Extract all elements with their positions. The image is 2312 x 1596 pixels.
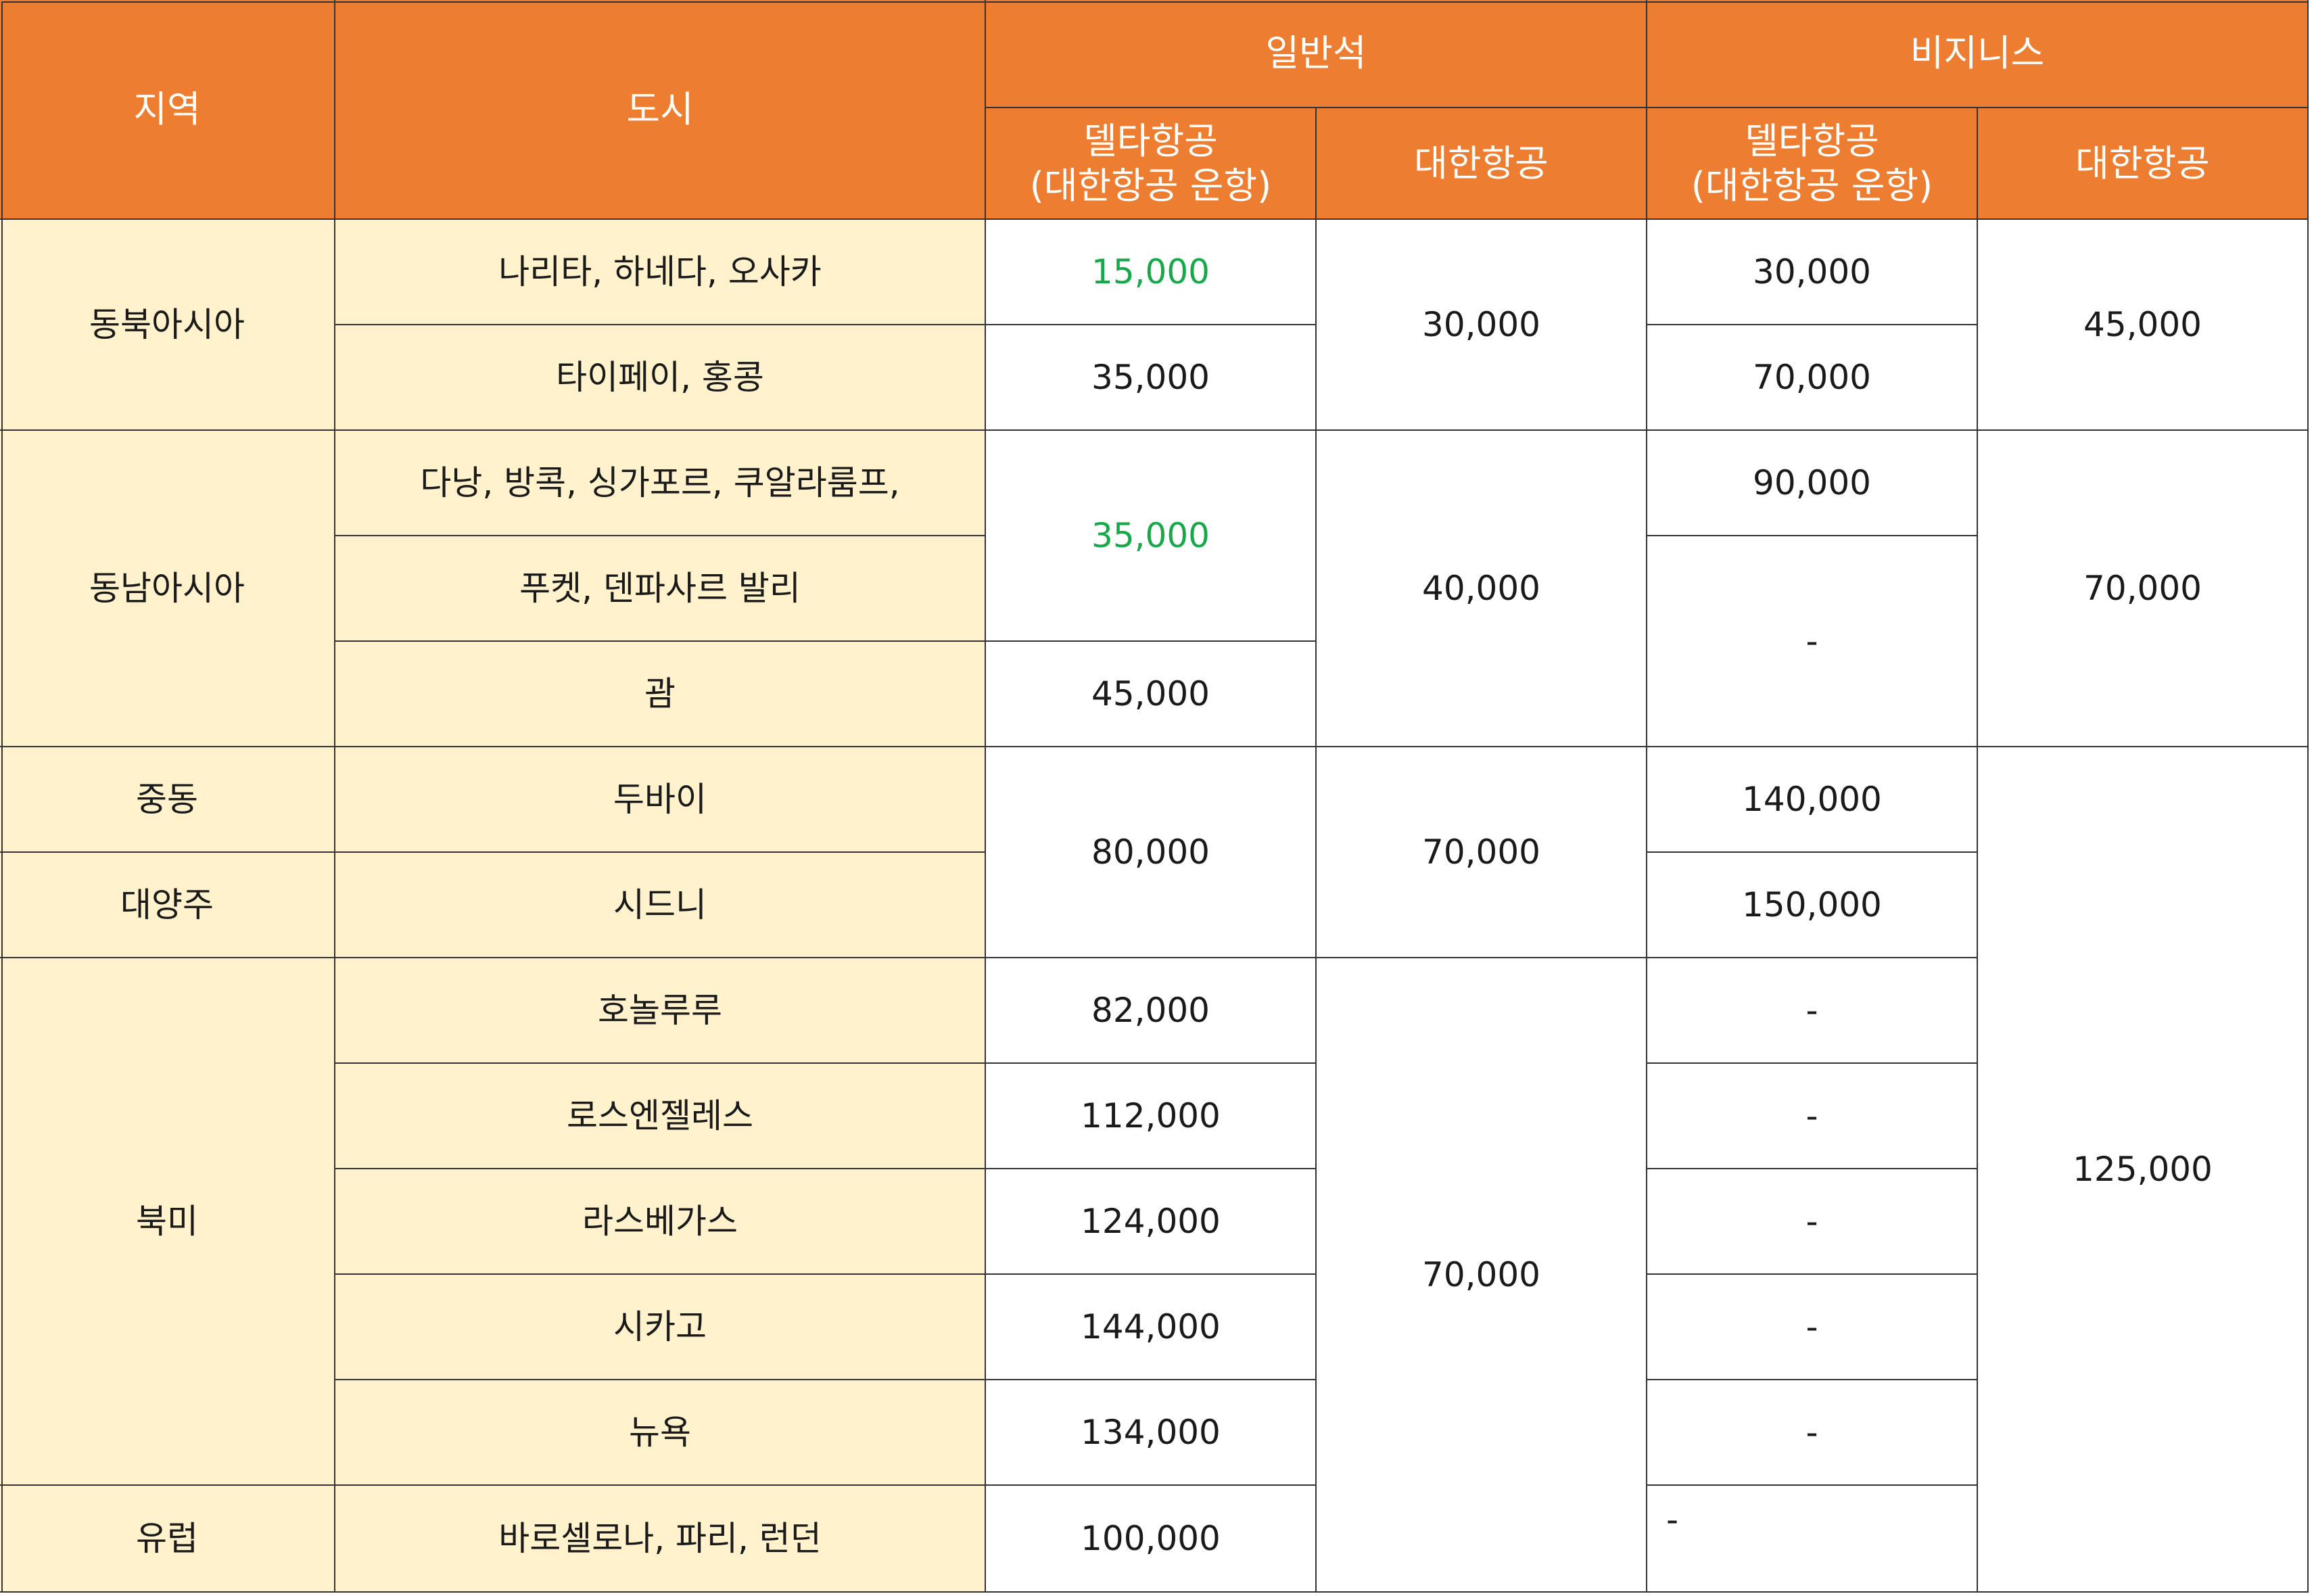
header-business-korean-air: 대한항공 xyxy=(1978,108,2309,220)
city-taipei-hongkong: 타이페이, 홍콩 xyxy=(335,325,986,431)
economy-delta-europe: 100,000 xyxy=(986,1486,1317,1593)
business-korean-southeast-asia: 70,000 xyxy=(1978,431,2309,747)
city-new-york: 뉴욕 xyxy=(335,1380,986,1486)
economy-delta-taipei: 35,000 xyxy=(986,325,1317,431)
business-delta-los-angeles: - xyxy=(1647,1064,1978,1169)
business-korean-long-haul: 125,000 xyxy=(1978,747,2309,1593)
business-delta-chicago: - xyxy=(1647,1275,1978,1380)
economy-delta-las-vegas: 124,000 xyxy=(986,1169,1317,1275)
economy-korean-dubai-sydney: 70,000 xyxy=(1317,747,1647,958)
header-economy-korean-air: 대한항공 xyxy=(1317,108,1647,220)
header-business: 비지니스 xyxy=(1647,0,2309,108)
region-northeast-asia: 동북아시아 xyxy=(0,220,335,431)
economy-delta-southeast-asia: 35,000 xyxy=(986,431,1317,642)
header-economy: 일반석 xyxy=(986,0,1647,108)
business-delta-sydney: 150,000 xyxy=(1647,853,1978,958)
business-delta-phuket-guam: - xyxy=(1647,536,1978,747)
business-delta-dubai: 140,000 xyxy=(1647,747,1978,853)
economy-delta-dubai-sydney: 80,000 xyxy=(986,747,1317,958)
city-sydney: 시드니 xyxy=(335,853,986,958)
city-danang-bangkok: 다낭, 방콕, 싱가포르, 쿠알라룸프, xyxy=(335,431,986,536)
region-north-america: 북미 xyxy=(0,958,335,1486)
economy-korean-southeast-asia: 40,000 xyxy=(1317,431,1647,747)
region-oceania: 대양주 xyxy=(0,853,335,958)
header-business-delta: 델타항공 (대한항공 운항) xyxy=(1647,108,1978,220)
economy-korean-america-europe: 70,000 xyxy=(1317,958,1647,1593)
economy-delta-chicago: 144,000 xyxy=(986,1275,1317,1380)
city-guam: 괌 xyxy=(335,642,986,747)
region-middle-east: 중동 xyxy=(0,747,335,853)
city-las-vegas: 라스베가스 xyxy=(335,1169,986,1275)
business-delta-honolulu: - xyxy=(1647,958,1978,1064)
economy-delta-los-angeles: 112,000 xyxy=(986,1064,1317,1169)
economy-delta-new-york: 134,000 xyxy=(986,1380,1317,1486)
header-city: 도시 xyxy=(335,0,986,220)
city-phuket-bali: 푸켓, 덴파사르 발리 xyxy=(335,536,986,642)
city-los-angeles: 로스엔젤레스 xyxy=(335,1064,986,1169)
city-narita-haneda-osaka: 나리타, 하네다, 오사카 xyxy=(335,220,986,325)
economy-korean-northeast-asia: 30,000 xyxy=(1317,220,1647,431)
business-delta-new-york: - xyxy=(1647,1380,1978,1486)
business-delta-europe: - xyxy=(1647,1486,1978,1593)
region-europe: 유럽 xyxy=(0,1486,335,1593)
economy-delta-guam: 45,000 xyxy=(986,642,1317,747)
business-delta-taipei: 70,000 xyxy=(1647,325,1978,431)
economy-delta-narita: 15,000 xyxy=(986,220,1317,325)
business-korean-northeast-asia: 45,000 xyxy=(1978,220,2309,431)
city-chicago: 시카고 xyxy=(335,1275,986,1380)
business-delta-las-vegas: - xyxy=(1647,1169,1978,1275)
city-dubai: 두바이 xyxy=(335,747,986,853)
business-delta-narita: 30,000 xyxy=(1647,220,1978,325)
header-region: 지역 xyxy=(0,0,335,220)
economy-delta-honolulu: 82,000 xyxy=(986,958,1317,1064)
city-barcelona-paris-london: 바로셀로나, 파리, 런던 xyxy=(335,1486,986,1593)
header-economy-delta: 델타항공 (대한항공 운항) xyxy=(986,108,1317,220)
business-delta-danang: 90,000 xyxy=(1647,431,1978,536)
region-southeast-asia: 동남아시아 xyxy=(0,431,335,747)
city-honolulu: 호놀루루 xyxy=(335,958,986,1064)
